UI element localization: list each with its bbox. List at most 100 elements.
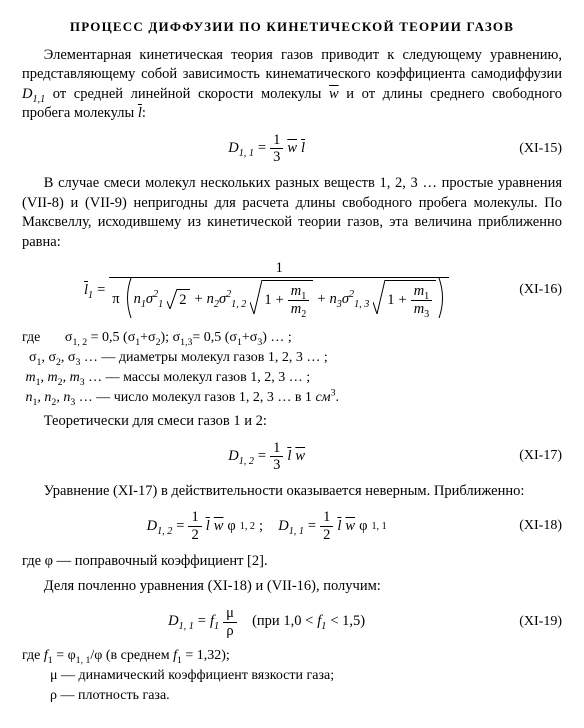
paragraph-1: Элементарная кинетическая теория газов п…	[22, 46, 562, 124]
pi: π	[112, 291, 119, 308]
text: = φ	[53, 648, 76, 663]
num: 1	[270, 440, 283, 458]
sigma: σ	[29, 350, 37, 365]
big-fraction: 1 π n1σ21 2	[109, 260, 449, 321]
eq-label: (XI-16)	[511, 281, 562, 300]
phi: φ	[227, 517, 235, 537]
text: = 0,5 (σ	[192, 330, 237, 345]
eq-sign: =	[258, 447, 266, 467]
sym-wbar: w	[329, 86, 339, 102]
wbar: w	[295, 447, 305, 467]
den: 2	[320, 527, 333, 544]
wbar: w	[214, 517, 224, 537]
m: m	[414, 301, 424, 317]
sep: ;	[259, 517, 263, 537]
sub: 1, 2	[239, 456, 254, 467]
eq-sign: =	[308, 517, 316, 537]
n: n	[134, 291, 141, 307]
plus: +	[317, 291, 325, 308]
m: m	[291, 301, 301, 317]
eq-sign: =	[198, 612, 206, 632]
sub: 1,3	[180, 337, 192, 348]
frac-1-3: 1 3	[270, 440, 283, 474]
num: 1	[320, 509, 333, 527]
def-rho: ρ — плотность газа.	[50, 688, 170, 703]
text: +σ	[140, 330, 155, 345]
d: D	[228, 140, 238, 156]
eq-label: (XI-18)	[511, 517, 562, 536]
text: , σ	[41, 350, 56, 365]
m: m	[26, 370, 36, 385]
text: , σ	[61, 350, 76, 365]
eq-sign: =	[176, 517, 184, 537]
sub: 1	[158, 299, 163, 310]
sub: 1, 2	[72, 337, 87, 348]
phi: φ	[359, 517, 367, 537]
equation-xi-18: D1, 2 = 12 lwφ1, 2; D1, 1 = 12 lwφ1, 1 (…	[22, 509, 562, 543]
sqrt-12: 1+ m1 m2	[250, 280, 313, 319]
denominator: π n1σ21 2 +	[109, 278, 449, 321]
text: , n	[37, 390, 51, 405]
den: 3	[270, 457, 283, 474]
sub: 1, 1	[76, 655, 91, 666]
text: = 0,5 (σ	[87, 330, 135, 345]
equation-xi-16: l1 = 1 π n1σ21	[22, 260, 562, 321]
n: n	[207, 291, 214, 307]
sub: 1, 1	[179, 621, 194, 632]
dot: .	[336, 390, 340, 405]
n: n	[330, 291, 337, 307]
lbar: l	[337, 517, 341, 537]
paragraph-6: Деля почленно уравнения (XI-18) и (VII-1…	[22, 577, 562, 597]
d: D	[228, 448, 238, 464]
paragraph-4: Уравнение (XI-17) в действительности ока…	[22, 482, 562, 502]
paragraph-2: В случае смеси молекул нескольких разных…	[22, 174, 562, 252]
sub: 1	[214, 621, 219, 632]
num: 1	[188, 509, 201, 527]
text: ) … ;	[262, 330, 292, 345]
unit: см	[315, 390, 330, 405]
text: , m	[63, 370, 80, 385]
wbar: w	[345, 517, 355, 537]
sub: 1	[321, 621, 326, 632]
cond-text: < 1,5)	[330, 612, 365, 632]
m: m	[414, 283, 424, 299]
section-heading: ПРОЦЕСС ДИФФУЗИИ ПО КИНЕТИЧЕСКОЙ ТЕОРИИ …	[22, 18, 562, 36]
text: /φ (в среднем	[90, 648, 173, 663]
mu: μ	[223, 605, 237, 623]
equation-xi-15: D1, 1 = 1 3 wl (XI-15)	[22, 132, 562, 166]
plus: +	[399, 292, 407, 309]
two: 2	[179, 292, 186, 309]
sym-d11: D1,1	[22, 86, 45, 102]
lbar: l	[287, 447, 291, 467]
sub: 2	[301, 309, 306, 320]
d: D	[278, 518, 288, 534]
text: ); σ	[161, 330, 181, 345]
d: D	[147, 518, 157, 534]
definitions-block-2: где f1 = φ1, 1/φ (в среднем f1 = 1,32); …	[22, 647, 562, 706]
frac-1-3: 1 3	[270, 132, 283, 166]
den: 3	[270, 149, 283, 166]
den: 2	[188, 527, 201, 544]
lbar: l	[301, 139, 305, 159]
d: D	[168, 613, 178, 629]
eq-label: (XI-17)	[511, 447, 562, 466]
numerator: 1	[109, 260, 449, 278]
colon: :	[142, 105, 146, 121]
sub: 1	[88, 290, 93, 301]
sigma: σ	[342, 291, 349, 307]
eq-sign: =	[97, 281, 105, 301]
text: … — массы молекул газов 1, 2, 3 … ;	[85, 370, 311, 385]
sub: 1, 2	[231, 299, 246, 310]
sub: 1, 1	[289, 526, 304, 537]
eq-label: (XI-19)	[511, 613, 562, 632]
sym: D	[22, 86, 32, 102]
num: 1	[270, 132, 283, 150]
sqrt-2: 2	[167, 289, 190, 311]
rho: ρ	[223, 623, 237, 640]
sqrt-13: 1+ m1 m3	[373, 280, 436, 319]
paragraph-3: Теоретически для смеси газов 1 и 2:	[22, 412, 562, 432]
wbar: w	[287, 139, 297, 159]
m: m	[291, 283, 301, 299]
equation-xi-17: D1, 2 = 1 3 lw (XI-17)	[22, 440, 562, 474]
text: Элементарная кинетическая теория газов п…	[22, 47, 562, 83]
